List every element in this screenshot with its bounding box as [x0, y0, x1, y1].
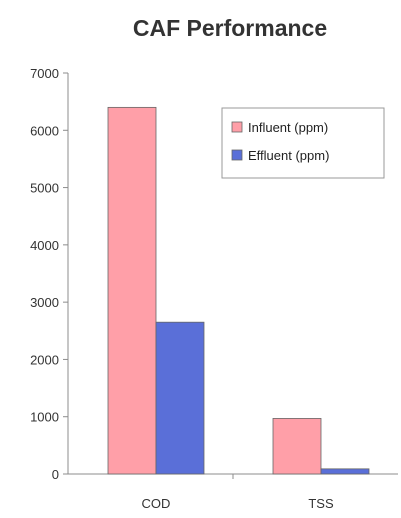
bars — [107, 106, 370, 475]
chart-title: CAF Performance — [133, 15, 327, 41]
bar-tss-effluent — [320, 468, 370, 475]
legend: Influent (ppm) Effluent (ppm) — [221, 107, 385, 179]
bar-cod-influent — [107, 106, 157, 475]
y-tick-label: 3000 — [30, 295, 59, 310]
bar-tss-influent — [272, 418, 322, 475]
y-tick-label: 4000 — [30, 238, 59, 253]
y-tick-label: 2000 — [30, 352, 59, 367]
legend-label: Effluent (ppm) — [248, 148, 329, 163]
legend-swatch — [231, 149, 243, 161]
legend-swatch — [231, 121, 243, 133]
legend-label: Influent (ppm) — [248, 120, 328, 135]
x-tick-label: TSS — [308, 496, 334, 511]
y-tick-label: 6000 — [30, 123, 59, 138]
axes: 0 1000 2000 3000 4000 5000 6000 7000 COD TSS — [30, 66, 398, 511]
bar-cod-effluent — [155, 321, 205, 475]
y-tick-label: 0 — [52, 467, 59, 482]
legend-box — [221, 107, 385, 179]
y-tick-label: 1000 — [30, 410, 59, 425]
y-tick-label: 7000 — [30, 66, 59, 81]
x-tick-label: COD — [142, 496, 171, 511]
y-tick-label: 5000 — [30, 181, 59, 196]
